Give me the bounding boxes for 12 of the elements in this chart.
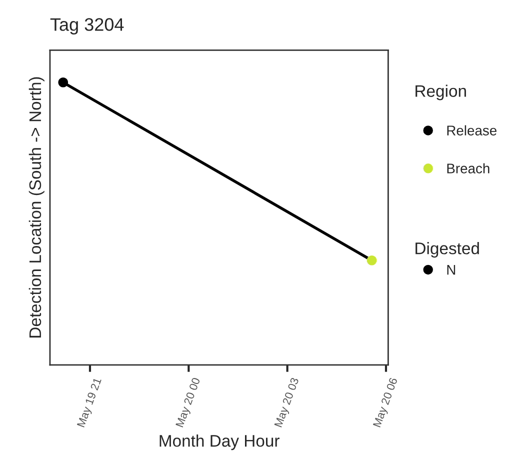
text: N <box>447 265 456 275</box>
x-tick-label: May 19 21 <box>76 377 104 428</box>
x-tick-label: May 20 03 <box>274 377 301 428</box>
chart-title: Tag 3204 <box>50 18 124 34</box>
legend-label: Breach <box>447 163 490 174</box>
x-tick-label: May 20 06 <box>372 377 400 428</box>
x-axis-title: Month Day Hour <box>160 434 280 450</box>
y-axis-title: Detection Location (South -> North) <box>28 77 44 338</box>
legend-label: Release <box>447 125 496 136</box>
x-tick-label: May 20 00 <box>176 377 202 428</box>
text: Digested <box>416 242 479 258</box>
legend-title: Region <box>416 84 466 100</box>
